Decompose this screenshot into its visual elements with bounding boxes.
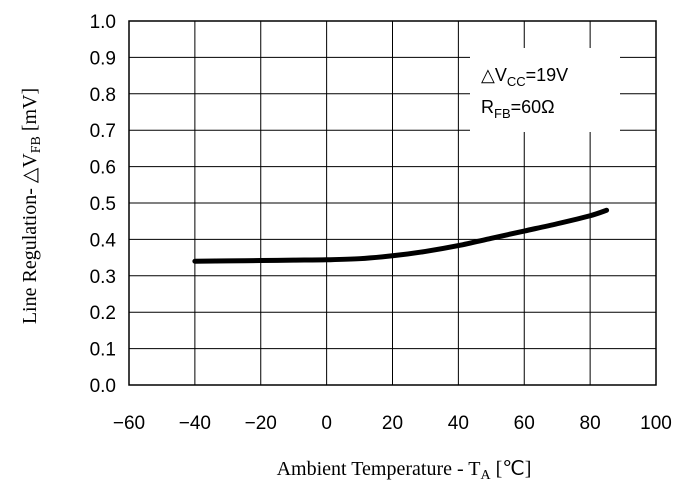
y-tick-label: 1.0: [90, 12, 116, 33]
annotation-vcc-sub: CC: [507, 74, 526, 89]
x-axis-title-main: Ambient Temperature - T: [277, 458, 481, 480]
y-axis-title-unit: [mV]: [19, 88, 41, 136]
y-tick-label: 0.3: [90, 267, 116, 288]
y-tick-label: 0.9: [90, 48, 116, 69]
x-tick-label: 100: [640, 413, 672, 434]
annotation-rfb-sub: FB: [494, 106, 511, 121]
x-tick-labels: −60 −40 −20 0 20 40 60 80 100: [113, 413, 672, 434]
x-tick-label: −20: [245, 413, 277, 434]
y-tick-label: 0.5: [90, 194, 116, 215]
y-tick-label: 0.7: [90, 121, 116, 142]
x-tick-label: 80: [580, 413, 601, 434]
annotation-box: [470, 48, 620, 132]
grid-lines: [128, 20, 657, 386]
x-axis-title: Ambient Temperature - TA [℃]: [277, 458, 532, 483]
y-tick-label: 0.4: [90, 230, 117, 251]
x-axis-title-sub: A: [481, 468, 492, 483]
annotation-vcc: △VCC=19V: [481, 65, 568, 89]
x-tick-label: −60: [113, 413, 145, 434]
y-tick-label: 0.8: [90, 85, 116, 106]
x-tick-label: 40: [448, 413, 469, 434]
series-line-0: [192, 207, 610, 264]
y-axis-title-sub: FB: [29, 136, 44, 153]
y-tick-label: 0.1: [90, 340, 116, 361]
y-axis-title-main: Line Regulation- △V: [19, 153, 41, 324]
y-tick-labels: 0.0 0.1 0.2 0.3 0.4 0.5 0.6 0.7 0.8 0.9 1.0: [90, 12, 117, 397]
x-axis-title-unit: [℃]: [491, 458, 532, 480]
annotation-rfb-rest: =60Ω: [511, 97, 555, 117]
y-tick-label: 0.6: [90, 158, 116, 179]
plot-frame: [128, 20, 657, 386]
x-tick-label: 0: [321, 413, 332, 434]
x-tick-label: 20: [382, 413, 403, 434]
y-axis-title: Line Regulation- △VFB [mV]: [19, 88, 44, 324]
y-tick-label: 0.0: [90, 376, 116, 397]
y-tick-label: 0.2: [90, 303, 116, 324]
annotation-vcc-rest: =19V: [526, 65, 569, 85]
annotation-rfb-main: R: [481, 97, 494, 117]
x-tick-label: 60: [514, 413, 535, 434]
annotation-vcc-main: △V: [481, 65, 507, 85]
annotation-rfb: RFB=60Ω: [481, 97, 555, 121]
series-layer: [192, 207, 610, 264]
x-tick-label: −40: [179, 413, 211, 434]
